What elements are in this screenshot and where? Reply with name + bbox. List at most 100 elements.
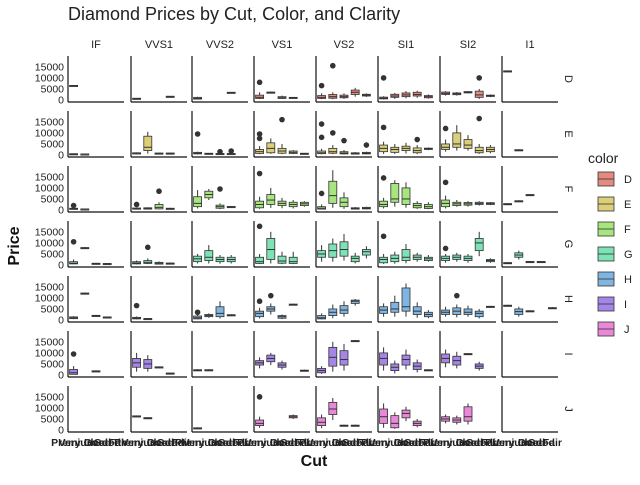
x-tick-label: Premium [114, 437, 159, 449]
box-body [474, 310, 484, 318]
box-F-VS2-premium [317, 190, 327, 210]
box-E-VVS2-ideal [215, 148, 225, 156]
y-tick-label: 10000 [35, 72, 64, 84]
box-G-VS2-very-good [328, 238, 338, 262]
x-tick-label: Very Good [307, 437, 360, 449]
box-F-VVS1-ideal [154, 188, 164, 210]
y-tick-label: 10000 [35, 182, 64, 194]
y-tick-label: 5000 [41, 138, 65, 150]
box-E-VS1-good [288, 150, 298, 155]
x-tick-label: Ideal [84, 437, 108, 449]
box-I-SI1-ideal [401, 349, 411, 370]
box-I-SI2-premium [441, 349, 451, 368]
box-H-VS2-good [350, 299, 360, 306]
box-H-VVS2-very-good [204, 313, 214, 318]
box-G-IF-ideal [91, 262, 101, 265]
legend-item-j: J [597, 321, 630, 337]
x-tick-label: Fair [109, 437, 128, 449]
box-outlier [70, 202, 77, 209]
box-G-IF-very-good [80, 247, 90, 250]
box-I-VVS2-premium [193, 369, 203, 372]
box-outlier [380, 233, 387, 240]
box-H-SI2-very-good [452, 292, 462, 318]
x-tick-label: Premium [361, 437, 406, 449]
box-outlier [476, 115, 483, 122]
box-F-VVS1-good [165, 207, 175, 210]
box-D-SI2-premium [441, 91, 451, 96]
column-strip-vvs1: VVS1 [145, 39, 173, 51]
facet-panels: 0500010000150000500010000150000500010000… [35, 56, 562, 449]
box-outlier [414, 136, 421, 143]
box-outlier [442, 125, 449, 132]
box-J-SI2-ideal [463, 403, 473, 425]
legend-label: E [624, 199, 631, 211]
box-body [474, 146, 484, 154]
box-F-I1-ideal [525, 194, 535, 197]
box-G-VVS1-good [165, 262, 175, 265]
box-F-VS1-ideal [277, 197, 287, 209]
column-strip-si2: SI2 [460, 39, 477, 51]
box-H-VVS1-premium [132, 302, 142, 320]
box-outlier [380, 75, 387, 81]
box-G-SI2-good [474, 231, 484, 257]
box-D-SI1-fair [423, 94, 433, 99]
box-G-VS2-good [350, 252, 360, 264]
box-F-I1-very-good [514, 200, 524, 203]
x-tick-label: Good [217, 437, 244, 449]
box-outlier [268, 292, 274, 299]
y-tick-label: 15000 [35, 61, 64, 73]
box-body [277, 255, 287, 264]
legend: color D E F G H I J [588, 150, 633, 337]
x-tick-label: Premium [175, 437, 220, 449]
box-F-IF-premium [69, 202, 78, 210]
box-J-SI1-very-good [390, 412, 400, 429]
box-J-SI1-premium [379, 403, 389, 428]
x-tick-label: Fair [295, 437, 314, 449]
box-F-SI2-ideal [463, 201, 473, 207]
box-body [255, 256, 265, 264]
box-E-VVS1-very-good [143, 131, 153, 154]
box-body [339, 241, 349, 257]
box-body [463, 406, 473, 422]
box-D-VS1-ideal [277, 95, 287, 99]
box-outlier [256, 135, 263, 142]
box-body [463, 308, 473, 315]
y-tick-label: 5000 [41, 413, 65, 425]
y-tick-label: 0 [58, 315, 64, 327]
box-F-SI1-good [412, 201, 422, 209]
box-D-SI1-very-good [390, 92, 400, 99]
row-strip-h: H [562, 295, 574, 303]
chart-title: Diamond Prices by Cut, Color, and Clarit… [68, 4, 400, 24]
box-D-SI2-fair [485, 94, 495, 98]
box-body [255, 310, 265, 318]
box-outlier [442, 179, 449, 186]
box-body [350, 299, 360, 304]
box-G-VVS1-premium [132, 260, 142, 265]
box-E-VS2-ideal [339, 137, 349, 155]
row-strip-labels: D E F G H I J [562, 75, 574, 412]
box-E-IF-very-good [80, 153, 90, 156]
box-D-I1-premium [503, 70, 513, 73]
box-body [379, 352, 389, 366]
box-body [401, 409, 411, 419]
x-tick-label: Ideal [208, 437, 232, 449]
box-body [328, 147, 338, 154]
box-body [193, 196, 203, 208]
box-E-VS1-fair [299, 152, 309, 155]
box-I-IF-premium [69, 351, 78, 375]
box-I-VS2-premium [317, 366, 327, 374]
box-E-VS2-very-good [328, 130, 338, 155]
box-body [204, 250, 214, 261]
box-E-SI2-very-good [452, 125, 462, 151]
legend-item-f: F [597, 221, 631, 237]
box-G-VVS2-premium [193, 253, 203, 264]
box-body [401, 249, 411, 261]
y-tick-label: 0 [58, 370, 64, 382]
column-strip-vs2: VS2 [334, 39, 355, 51]
box-G-SI1-ideal [401, 244, 411, 264]
box-D-VS2-good [350, 87, 360, 97]
y-tick-label: 0 [58, 260, 64, 272]
y-tick-label: 15000 [35, 171, 64, 183]
box-E-SI2-fair [485, 145, 495, 154]
